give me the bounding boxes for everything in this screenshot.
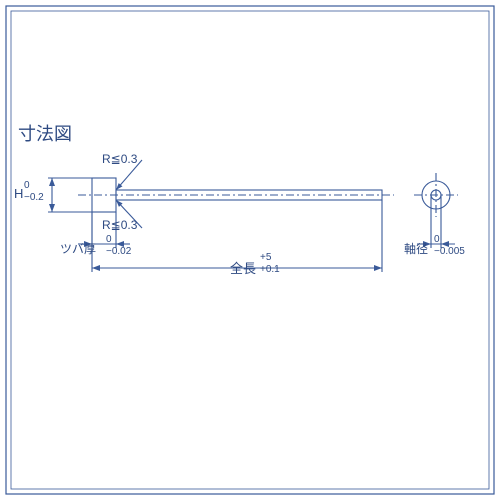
label-R-upper: R≦0.3 [102, 152, 137, 166]
diagram-title: 寸法図 [18, 120, 72, 146]
label-R-lower: R≦0.3 [102, 218, 137, 232]
label-shaft-tol-low: −0.005 [434, 246, 465, 257]
label-H: H [14, 186, 23, 201]
label-overall-tol-low: +0.1 [260, 264, 280, 275]
label-H-tol-upper: 0 [24, 180, 30, 191]
label-collar-tol-up: 0 [106, 234, 112, 245]
label-collar-thick: ツバ厚 [60, 240, 96, 257]
label-shaft-dia: 軸径 [404, 240, 428, 257]
label-overall-length: 全長 [230, 258, 256, 277]
label-overall-tol-up: +5 [260, 252, 271, 263]
label-H-tol-lower: −0.2 [24, 192, 44, 203]
label-collar-tol-low: −0.02 [106, 246, 131, 257]
label-shaft-tol-up: 0 [434, 234, 440, 245]
